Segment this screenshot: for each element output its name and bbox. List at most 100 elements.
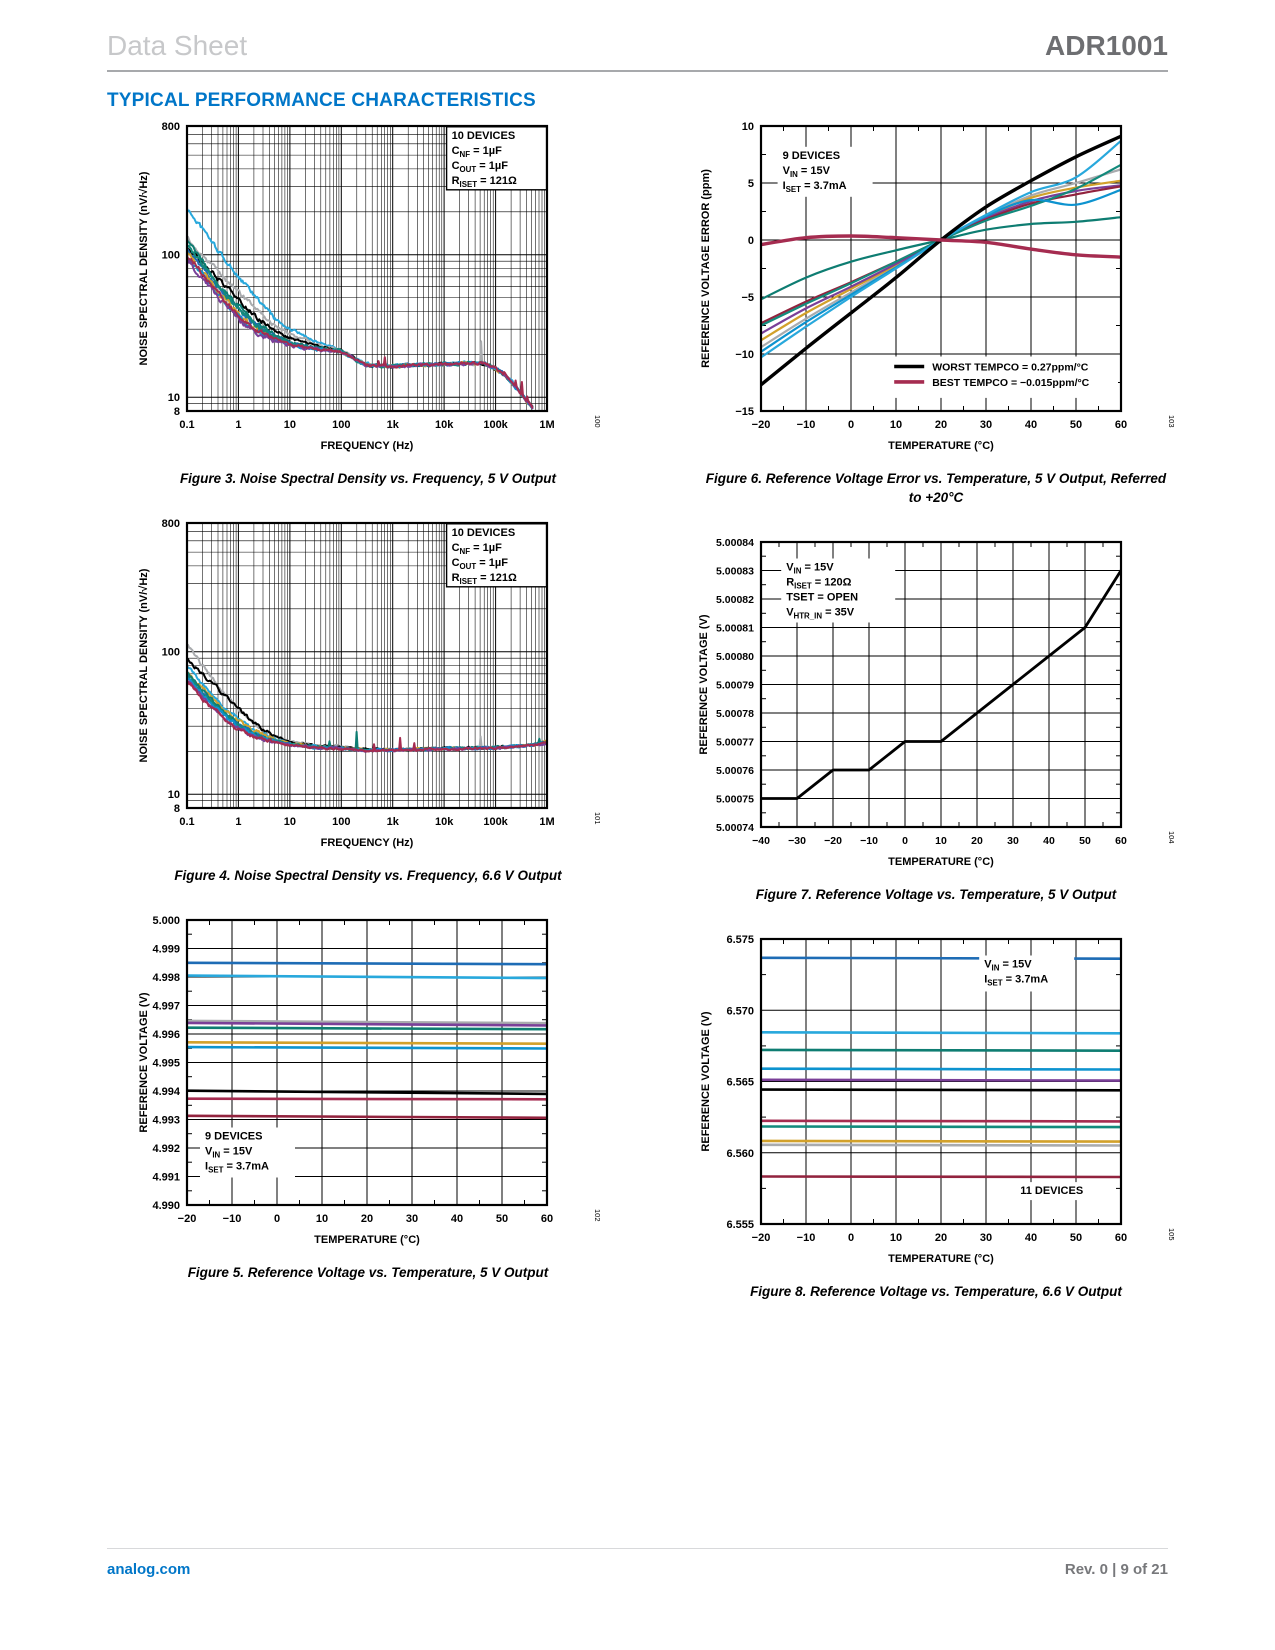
header-rule: [107, 70, 1168, 72]
svg-text:REFERENCE VOLTAGE (V): REFERENCE VOLTAGE (V): [700, 1011, 712, 1151]
svg-text:10 DEVICES: 10 DEVICES: [452, 527, 516, 539]
svg-text:−5: −5: [741, 292, 754, 304]
svg-text:0: 0: [848, 1232, 854, 1244]
svg-text:BEST TEMPCO = −0.015ppm/°C: BEST TEMPCO = −0.015ppm/°C: [932, 377, 1089, 389]
svg-text:REFERENCE VOLTAGE ERROR (ppm): REFERENCE VOLTAGE ERROR (ppm): [700, 169, 712, 368]
svg-text:800: 800: [162, 121, 180, 133]
svg-text:−15: −15: [735, 406, 754, 418]
figure-3: 10 DEVICES CNF = 1µF COUT = 1µF RISET = 121…: [135, 116, 602, 489]
figure-5-plot: 9 DEVICES VIN = 15V ISET = 3.7mA −20 −10 0 10 2…: [135, 909, 602, 1254]
svg-text:4.995: 4.995: [152, 1057, 180, 1069]
svg-text:4.993: 4.993: [152, 1114, 180, 1126]
charts-column-right: 9 DEVICES VIN = 15V ISET = 3.7mA WORST TEMP…: [697, 116, 1176, 1326]
svg-text:0: 0: [748, 235, 754, 247]
svg-text:VHTR_IN = 35V: VHTR_IN = 35V: [786, 606, 855, 620]
page-footer: analog.com Rev. 0 | 9 of 21: [107, 1548, 1168, 1578]
figure-3-plot: 10 DEVICES CNF = 1µF COUT = 1µF RISET = 121…: [135, 116, 602, 460]
svg-text:30: 30: [1007, 835, 1019, 847]
svg-text:50: 50: [496, 1213, 508, 1225]
svg-text:−10: −10: [223, 1213, 242, 1225]
svg-text:105: 105: [1167, 1228, 1175, 1241]
svg-text:5.00084: 5.00084: [716, 537, 754, 549]
figure-3-caption: Figure 3. Noise Spectral Density vs. Fre…: [179, 471, 557, 486]
svg-text:−20: −20: [178, 1213, 197, 1225]
svg-text:NOISE SPECTRAL DENSITY (nV/√Hz: NOISE SPECTRAL DENSITY (nV/√Hz): [138, 171, 150, 365]
svg-text:10: 10: [168, 392, 180, 404]
svg-text:ISET = 3.7mA: ISET = 3.7mA: [984, 973, 1048, 987]
svg-text:100: 100: [593, 415, 601, 428]
svg-text:4.996: 4.996: [152, 1029, 180, 1041]
svg-text:10: 10: [316, 1213, 328, 1225]
svg-text:−10: −10: [735, 349, 754, 361]
svg-text:40: 40: [1025, 419, 1037, 431]
svg-text:−20: −20: [824, 835, 842, 847]
svg-text:0: 0: [902, 835, 908, 847]
part-number: ADR1001: [1045, 30, 1168, 61]
figure-7: VIN = 15V RISET = 120Ω TSET = OPEN VHTR_IN …: [697, 531, 1176, 905]
svg-text:VIN = 15V: VIN = 15V: [783, 165, 831, 179]
svg-text:60: 60: [541, 1213, 553, 1225]
svg-text:10: 10: [284, 419, 296, 431]
svg-text:10: 10: [168, 789, 180, 801]
svg-text:50: 50: [1070, 1232, 1082, 1244]
svg-text:ISET = 3.7mA: ISET = 3.7mA: [783, 180, 847, 194]
figure-5-caption: Figure 5. Reference Voltage vs. Temperat…: [187, 1264, 549, 1280]
svg-text:6.555: 6.555: [726, 1219, 754, 1231]
svg-text:6.565: 6.565: [726, 1076, 754, 1088]
svg-text:100: 100: [162, 250, 180, 262]
svg-text:50: 50: [1079, 835, 1091, 847]
svg-text:FREQUENCY (Hz): FREQUENCY (Hz): [321, 837, 414, 849]
svg-text:1k: 1k: [387, 816, 400, 828]
svg-text:CNF = 1µF: CNF = 1µF: [452, 145, 502, 159]
figure-7-caption: Figure 7. Reference Voltage vs. Temperat…: [755, 886, 1117, 902]
svg-text:20: 20: [971, 835, 983, 847]
svg-text:RISET = 121Ω: RISET = 121Ω: [452, 175, 517, 189]
svg-text:5.00075: 5.00075: [716, 793, 754, 805]
charts-grid: 10 DEVICES CNF = 1µF COUT = 1µF RISET = 121…: [107, 116, 1176, 1326]
page-revision: Rev. 0 | 9 of 21: [1064, 1561, 1168, 1578]
figure-4-caption: Figure 4. Noise Spectral Density vs. Fre…: [174, 867, 562, 883]
svg-text:1: 1: [235, 816, 241, 828]
svg-text:50: 50: [1070, 419, 1082, 431]
svg-text:20: 20: [361, 1213, 373, 1225]
svg-text:−20: −20: [752, 419, 771, 431]
svg-text:ISET = 3.7mA: ISET = 3.7mA: [205, 1160, 269, 1174]
svg-text:100: 100: [162, 647, 180, 659]
svg-text:4.992: 4.992: [152, 1143, 180, 1155]
svg-text:4.999: 4.999: [152, 943, 180, 955]
svg-text:COUT = 1µF: COUT = 1µF: [452, 557, 509, 571]
svg-text:30: 30: [980, 419, 992, 431]
svg-text:TEMPERATURE (°C): TEMPERATURE (°C): [888, 856, 994, 868]
svg-text:60: 60: [1115, 1232, 1127, 1244]
svg-text:1M: 1M: [539, 816, 554, 828]
svg-text:VIN = 15V: VIN = 15V: [205, 1145, 253, 1159]
svg-text:4.997: 4.997: [152, 1000, 180, 1012]
analog-com-link[interactable]: analog.com: [107, 1561, 191, 1578]
svg-text:104: 104: [1167, 831, 1175, 844]
svg-text:5.00082: 5.00082: [716, 594, 754, 606]
svg-text:60: 60: [1115, 419, 1127, 431]
svg-text:6.575: 6.575: [726, 934, 754, 946]
svg-text:1M: 1M: [539, 419, 554, 431]
svg-text:5.00078: 5.00078: [716, 708, 754, 720]
svg-text:5.00076: 5.00076: [716, 765, 754, 777]
svg-text:−30: −30: [788, 835, 806, 847]
svg-text:20: 20: [935, 1232, 947, 1244]
svg-text:4.991: 4.991: [152, 1171, 180, 1183]
section-title: TYPICAL PERFORMANCE CHARACTERISTICS: [107, 90, 536, 111]
svg-text:10: 10: [742, 121, 754, 133]
svg-text:TEMPERATURE (°C): TEMPERATURE (°C): [888, 1253, 994, 1265]
svg-text:5.00077: 5.00077: [716, 736, 754, 748]
svg-text:101: 101: [593, 812, 601, 825]
svg-text:9 DEVICES: 9 DEVICES: [205, 1130, 262, 1142]
svg-text:10: 10: [935, 835, 947, 847]
svg-text:11 DEVICES: 11 DEVICES: [1020, 1185, 1083, 1197]
svg-text:RISET = 120Ω: RISET = 120Ω: [786, 576, 851, 590]
svg-text:VIN = 15V: VIN = 15V: [786, 561, 834, 575]
svg-text:60: 60: [1115, 835, 1127, 847]
svg-text:0: 0: [848, 419, 854, 431]
